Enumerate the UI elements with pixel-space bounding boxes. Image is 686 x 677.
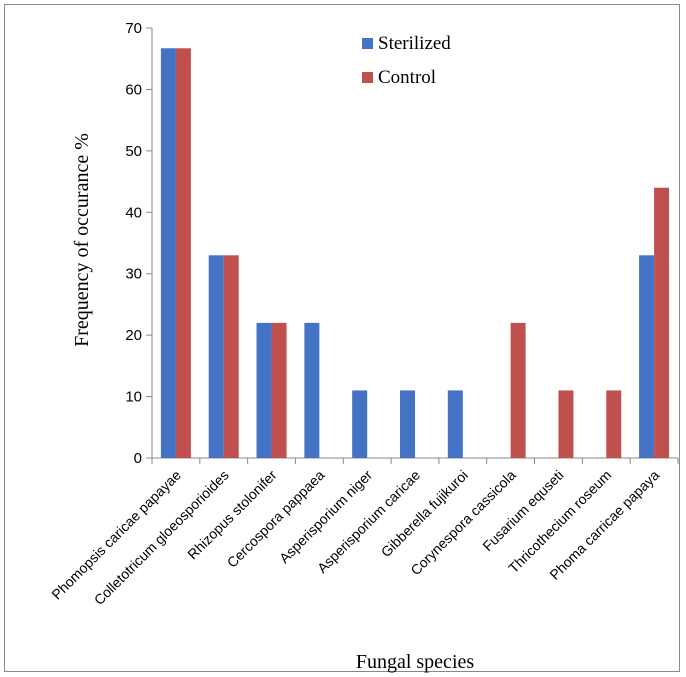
bar-sterilized — [256, 322, 272, 458]
bar-control — [175, 48, 191, 459]
x-tick-label: Asperisporium niger — [276, 467, 376, 567]
legend-label-control: Control — [378, 67, 436, 88]
bar-control — [223, 255, 239, 458]
legend-swatch-sterilized — [362, 38, 373, 49]
bar-sterilized — [447, 390, 463, 458]
bar-control — [654, 187, 670, 458]
y-tick-label: 10 — [125, 389, 142, 406]
x-tick-label: Fusarium equseti — [479, 467, 566, 554]
bar-sterilized — [400, 390, 415, 458]
legend-swatch-control — [362, 72, 373, 83]
y-tick-label: 50 — [125, 143, 142, 160]
legend-label-sterilized: Sterilized — [378, 33, 451, 54]
y-tick-label: 30 — [125, 266, 142, 283]
y-tick-label: 70 — [125, 20, 142, 37]
chart-frame — [4, 4, 680, 672]
x-tick-label: Gibberella fujikuroi — [378, 467, 471, 560]
x-tick-label: Rhizopus stolonifer — [184, 467, 280, 563]
x-axis-label: Fungal species — [356, 651, 475, 673]
bar-sterilized — [304, 322, 320, 458]
bar-control — [510, 322, 526, 458]
y-axis-label: Frequency of occurance % — [71, 133, 93, 347]
bar-sterilized — [352, 390, 368, 458]
y-tick-label: 0 — [134, 450, 142, 467]
bars — [160, 48, 670, 459]
y-axis: 0 10 20 30 40 50 60 70 — [125, 20, 153, 467]
bar-sterilized — [160, 48, 176, 459]
y-tick-label: 20 — [125, 327, 142, 344]
bar-control — [271, 322, 287, 458]
legend: Sterilized Control — [362, 33, 451, 88]
bar-sterilized — [208, 255, 224, 458]
y-tick-label: 40 — [125, 204, 142, 221]
bar-sterilized — [639, 255, 655, 458]
y-tick-label: 60 — [125, 81, 142, 98]
bar-control — [606, 390, 622, 458]
bar-control — [558, 390, 574, 458]
